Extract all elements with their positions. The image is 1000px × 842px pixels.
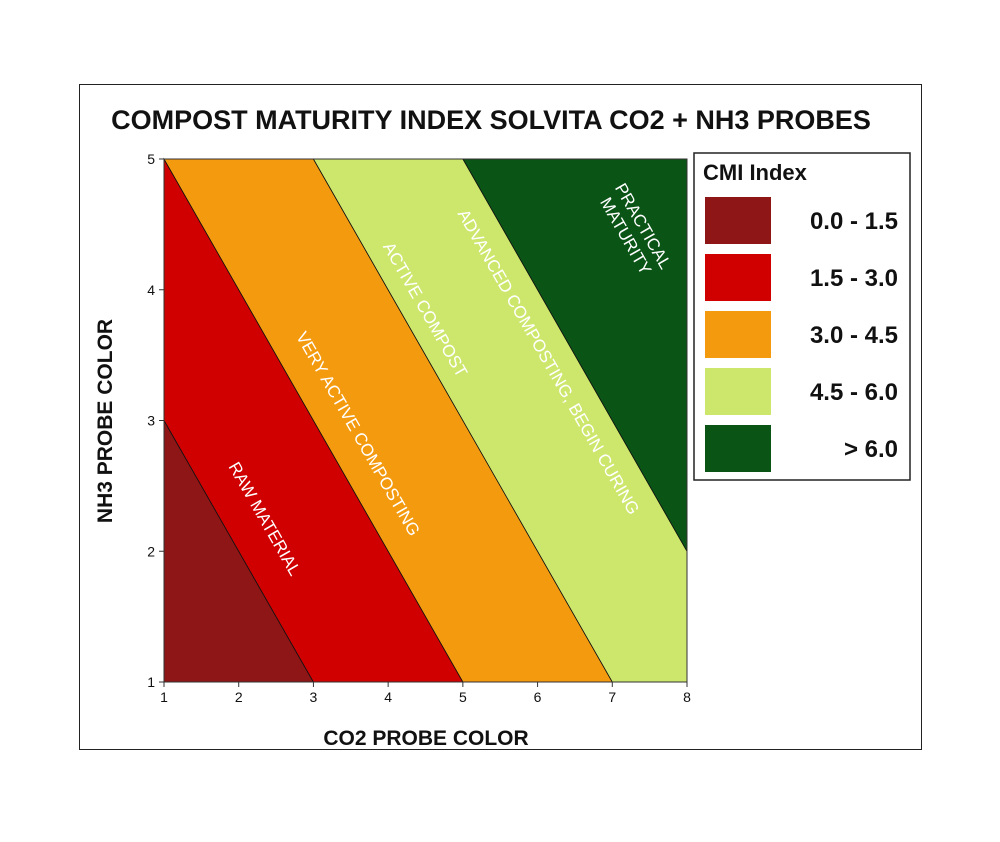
x-axis-ticks: 1 2 3 4 5 6 7 8: [160, 682, 691, 705]
legend-swatch-4: [705, 368, 771, 415]
x-tick-label: 5: [459, 689, 467, 705]
y-tick-label: 5: [147, 151, 155, 167]
legend-label-1: 0.0 - 1.5: [810, 208, 898, 235]
y-tick-label: 3: [147, 413, 155, 429]
chart-title: COMPOST MATURITY INDEX SOLVITA CO2 + NH3…: [111, 105, 871, 135]
legend-label-5: > 6.0: [844, 436, 898, 463]
y-tick-label: 2: [147, 543, 155, 559]
legend-entries: 0.0 - 1.5 1.5 - 3.0 3.0 - 4.5 4.5 - 6.0 > 6.…: [705, 197, 898, 472]
legend-swatch-2: [705, 254, 771, 301]
x-tick-label: 7: [608, 689, 616, 705]
y-tick-label: 4: [147, 282, 155, 298]
y-axis-label: NH3 PROBE COLOR: [94, 319, 117, 523]
legend-label-2: 1.5 - 3.0: [810, 265, 898, 292]
x-tick-label: 4: [384, 689, 392, 705]
chart-frame: COMPOST MATURITY INDEX SOLVITA CO2 + NH3…: [79, 84, 922, 750]
legend-swatch-1: [705, 197, 771, 244]
legend-label-3: 3.0 - 4.5: [810, 322, 898, 349]
x-tick-label: 1: [160, 689, 168, 705]
x-tick-label: 8: [683, 689, 691, 705]
legend-title: CMI Index: [703, 160, 808, 185]
legend-swatch-3: [705, 311, 771, 358]
legend: CMI Index 0.0 - 1.5 1.5 - 3.0 3.0 - 4.5 4.5…: [693, 152, 911, 481]
legend-swatch-5: [705, 425, 771, 472]
plot-bands: [163, 157, 688, 683]
y-axis-ticks: 1 2 3 4 5: [147, 151, 164, 690]
x-tick-label: 6: [534, 689, 542, 705]
chart-svg: COMPOST MATURITY INDEX SOLVITA CO2 + NH3…: [94, 105, 911, 750]
x-axis-label: CO2 PROBE COLOR: [323, 727, 528, 750]
y-tick-label: 1: [147, 674, 155, 690]
legend-label-4: 4.5 - 6.0: [810, 379, 898, 406]
x-tick-label: 2: [235, 689, 243, 705]
x-tick-label: 3: [310, 689, 318, 705]
